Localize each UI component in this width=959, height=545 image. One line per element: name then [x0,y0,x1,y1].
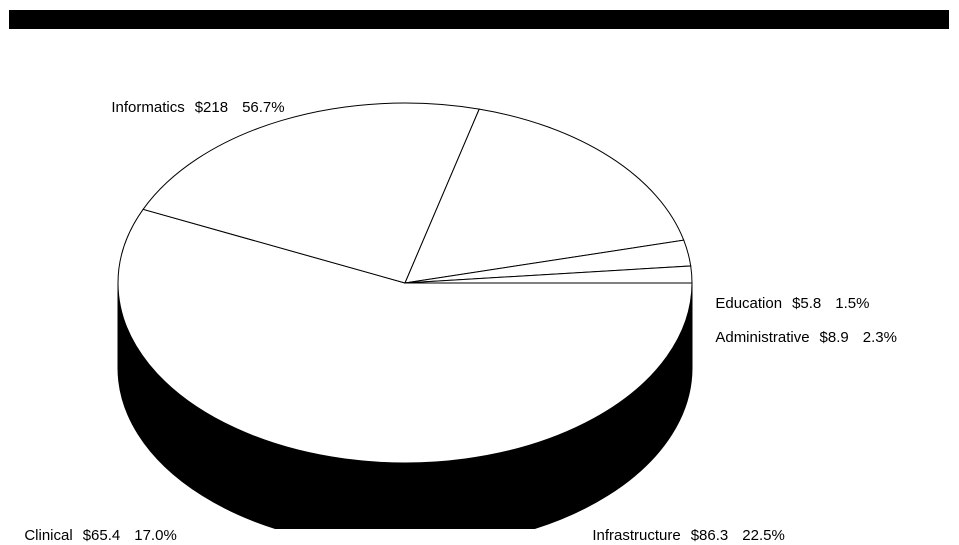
label-clinical: Clinical $65.4 17.0% [16,509,177,545]
pie-slice-informatics [117,208,693,464]
label-percent: 1.5% [835,295,870,312]
label-name: Clinical [24,527,73,544]
pie-chart [117,102,693,529]
top-banner-bar [9,10,949,29]
pie-slice-infrastructure [142,102,480,284]
label-education: Education $5.8 1.5% [707,277,869,313]
label-percent: 22.5% [742,527,785,544]
pie-slice-education [404,265,693,284]
label-name: Administrative [715,329,810,346]
pie-slice-clinical [404,108,685,284]
label-value: $65.4 [82,527,121,544]
label-name: Infrastructure [592,527,681,544]
label-name: Education [715,295,783,312]
label-percent: 56.7% [242,99,285,116]
label-value: $86.3 [690,527,729,544]
label-percent: 2.3% [862,329,897,346]
label-value: $8.9 [819,329,849,346]
label-percent: 17.0% [134,527,177,544]
label-informatics: Informatics $218 56.7% [103,81,285,117]
label-administrative: Administrative $8.9 2.3% [707,311,897,347]
label-value: $218 [194,99,229,116]
label-value: $5.8 [792,295,822,312]
label-name: Informatics [111,99,185,116]
label-infrastructure: Infrastructure $86.3 22.5% [584,509,785,545]
